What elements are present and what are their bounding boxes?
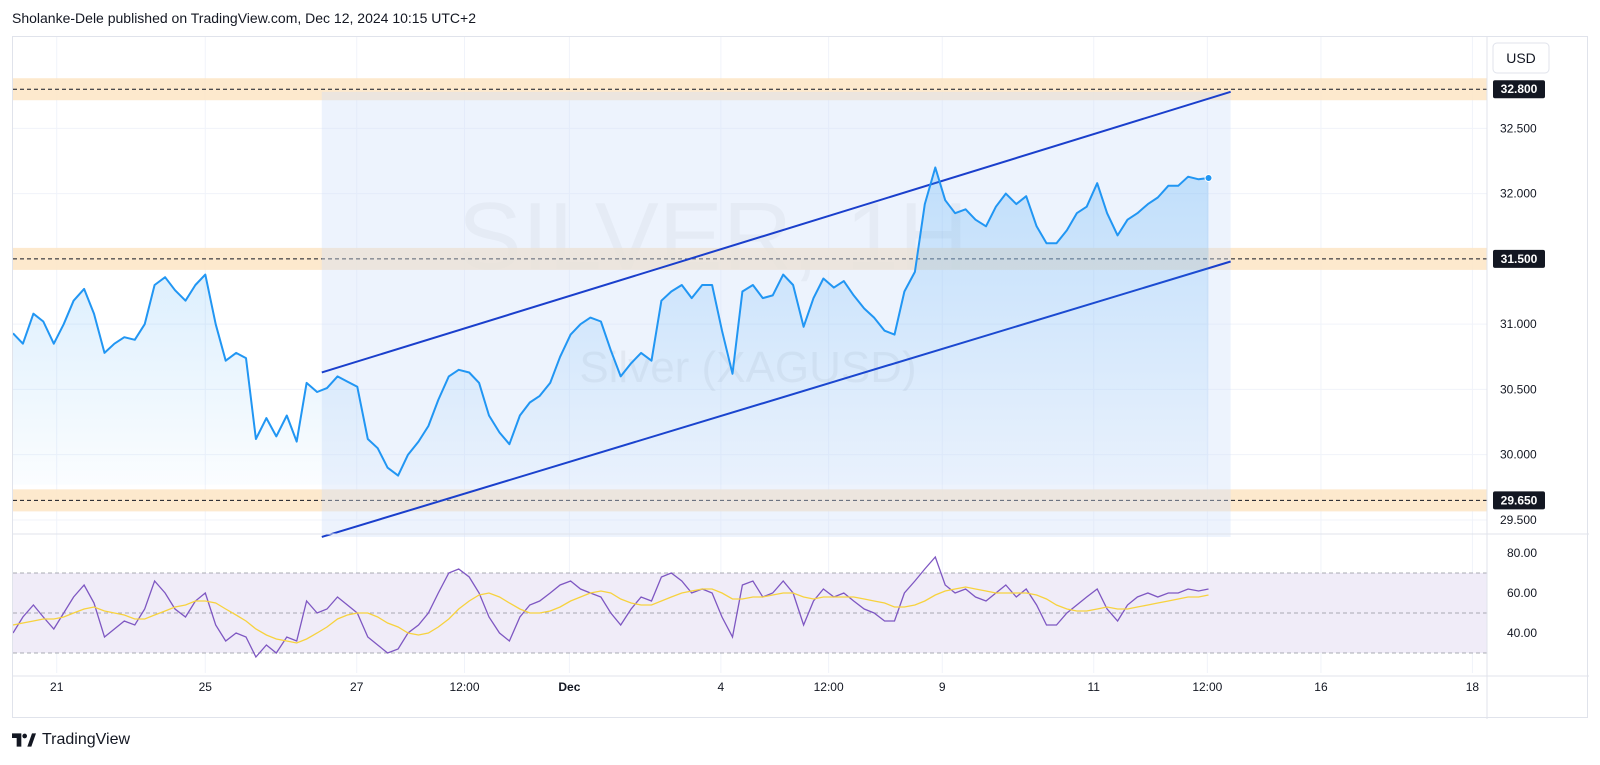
y-axis-tick-label: 32.000: [1500, 187, 1537, 201]
price-chart-svg[interactable]: SILVER, 1H Silver (XAGUSD) 29.50030.0003…: [13, 37, 1589, 719]
currency-label: USD: [1506, 50, 1536, 66]
x-axis-tick-label: 4: [718, 680, 725, 694]
watermark-symbol: SILVER, 1H: [458, 183, 968, 290]
brand-name: TradingView: [42, 731, 131, 748]
price-level-tag: [1493, 249, 1545, 268]
price-line: [13, 166, 1209, 477]
price-area: [13, 167, 1209, 485]
x-axis-tick-label: 25: [199, 680, 213, 694]
x-axis-tick-label: 11: [1088, 680, 1101, 694]
price-level-tag: [1493, 491, 1545, 510]
y-axis-tick-label: 30.500: [1500, 382, 1537, 396]
price-series: [13, 166, 1213, 485]
x-axis-tick-label: 27: [350, 680, 364, 694]
y-axis-tick-label: 32.500: [1500, 121, 1537, 135]
tradingview-logo-icon: [12, 733, 36, 747]
x-axis-tick-label: 18: [1466, 680, 1480, 694]
rsi-axis-tick-label: 40.00: [1507, 626, 1537, 640]
last-price-dot: [1204, 173, 1213, 182]
y-axis-tick-label: 31.000: [1500, 317, 1537, 331]
price-level-tag-label: 32.800: [1501, 82, 1538, 96]
publisher-header: Sholanke-Dele published on TradingView.c…: [12, 10, 476, 26]
x-axis-tick-label: 9: [939, 680, 946, 694]
y-axis-tick-label: 30.000: [1500, 448, 1537, 462]
currency-button[interactable]: USD: [1492, 42, 1550, 74]
x-axis-tick-label: Dec: [558, 680, 580, 694]
footer-brand[interactable]: TradingView: [12, 731, 130, 749]
axes: 29.500 30.000 30.500 31.000 31.500 32.000 32.5…: [50, 37, 1545, 719]
y-axis-tick-label: 29.500: [1500, 513, 1537, 527]
price-level-tag: [1493, 80, 1545, 99]
rsi-pane: [13, 533, 1589, 677]
rsi-ma-line: [13, 586, 1209, 644]
x-axis-tick-label: 12:00: [814, 680, 844, 694]
channel-upper-line: [321, 90, 1231, 374]
x-axis-tick-label: 12:00: [1192, 680, 1222, 694]
price-level-tag-label: 29.650: [1501, 493, 1538, 507]
chart-frame[interactable]: SILVER, 1H Silver (XAGUSD) 29.50030.0003…: [12, 36, 1589, 719]
x-axis-tick-label: 16: [1314, 680, 1328, 694]
x-axis-tick-label: 21: [50, 680, 64, 694]
price-level-tag-label: 31.500: [1501, 252, 1538, 266]
rsi-line: [13, 555, 1209, 659]
x-axis-tick-label: 12:00: [450, 680, 480, 694]
rsi-axis-tick-label: 80.00: [1507, 546, 1537, 560]
rsi-axis-tick-label: 60.00: [1507, 586, 1537, 600]
